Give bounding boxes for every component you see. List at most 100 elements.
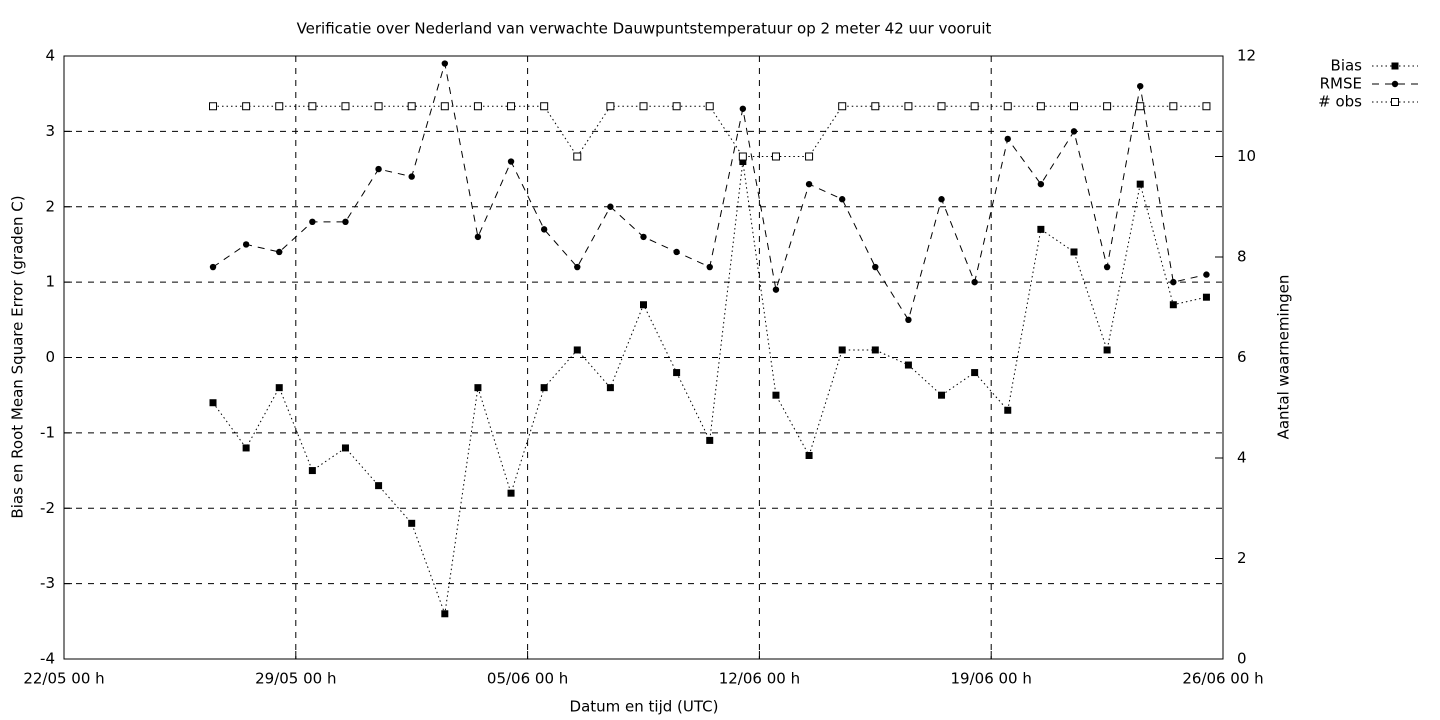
data-point [805,152,814,161]
legend-label: # obs [1318,93,1362,111]
data-point [507,102,516,111]
data-point [1169,102,1178,111]
data-point [441,60,449,67]
data-point [1037,180,1045,188]
data-point [341,444,349,452]
y-tick-label: 3 [45,122,55,140]
legend-label: Bias [1331,57,1363,75]
y-tick-label: 1 [45,273,55,291]
x-tick-label: 05/06 00 h [487,670,568,688]
legend-marker [1391,80,1399,88]
data-point [408,173,415,180]
data-point [872,263,879,271]
data-point [342,218,349,226]
y2-tick-label: 10 [1237,147,1256,165]
chart-title: Verificatie over Nederland van verwachte… [297,20,992,38]
data-point [441,610,449,618]
data-point [871,102,880,111]
data-point [673,369,681,377]
data-point [341,102,350,111]
data-point [971,369,979,377]
data-point [705,102,714,111]
y2-tick-label: 12 [1237,47,1256,65]
data-point [805,451,813,459]
data-point [640,233,647,241]
data-point [1036,102,1045,111]
legend-marker [1391,98,1399,106]
legend-marker [1391,62,1399,70]
data-point [407,102,416,111]
y2-tick-label: 2 [1237,549,1247,567]
data-point [772,391,780,399]
data-point [838,196,846,203]
data-point [474,233,482,241]
data-point [1103,102,1112,111]
data-point [672,102,681,111]
data-point [706,263,713,271]
x-tick-label: 19/06 00 h [951,670,1032,688]
data-point [970,102,979,111]
data-point [1070,248,1078,256]
data-point [640,301,647,309]
data-point [1003,102,1012,111]
data-point [838,102,847,111]
data-point [1137,82,1144,90]
data-point [938,391,946,399]
data-point [738,152,747,161]
data-point [507,489,515,497]
data-point [904,102,913,111]
series-line [213,105,1207,158]
data-point [606,102,615,111]
data-point [607,203,614,210]
data-point [540,384,548,392]
series-line [212,161,1207,614]
data-point [673,248,680,256]
data-point [507,158,515,165]
data-point [540,226,548,233]
y-tick-label: -2 [40,499,55,517]
data-point [1202,293,1210,301]
data-point [276,248,283,256]
data-point [209,263,217,271]
legend-label: RMSE [1320,75,1362,93]
data-point [905,316,912,324]
data-point [1103,263,1111,271]
y-axis-label: Bias en Root Mean Square Error (graden C… [9,195,27,518]
data-point [375,482,383,490]
y2-axis-label: Aantal waarnemingen [1275,275,1293,440]
y-tick-label: -4 [40,650,55,668]
data-point [209,102,218,111]
data-point [474,384,482,392]
data-point [275,384,283,392]
data-point [1169,301,1177,309]
data-point [573,152,582,161]
data-point [871,346,879,354]
data-point [771,152,780,161]
data-point [1004,135,1011,143]
data-point [574,263,581,271]
x-tick-label: 22/05 00 h [23,670,104,688]
data-point [242,444,250,452]
x-tick-label: 12/06 00 h [719,670,800,688]
data-point [706,436,714,444]
y-tick-label: 2 [45,197,55,215]
data-point [374,102,383,111]
data-point [309,218,316,226]
data-point [1170,278,1177,286]
data-point [209,399,217,407]
data-point [1069,102,1078,111]
series-line [212,63,1207,322]
data-point [772,286,780,293]
data-point [1037,225,1045,233]
x-axis-label: Datum en tijd (UTC) [570,698,719,716]
data-point [904,361,912,369]
x-tick-label: 26/06 00 h [1182,670,1263,688]
data-point [938,196,945,203]
data-point [1004,406,1012,414]
data-point [805,180,813,188]
data-point [838,346,846,354]
y-tick-label: 0 [45,348,55,366]
data-point [275,102,284,111]
data-point [473,102,482,111]
